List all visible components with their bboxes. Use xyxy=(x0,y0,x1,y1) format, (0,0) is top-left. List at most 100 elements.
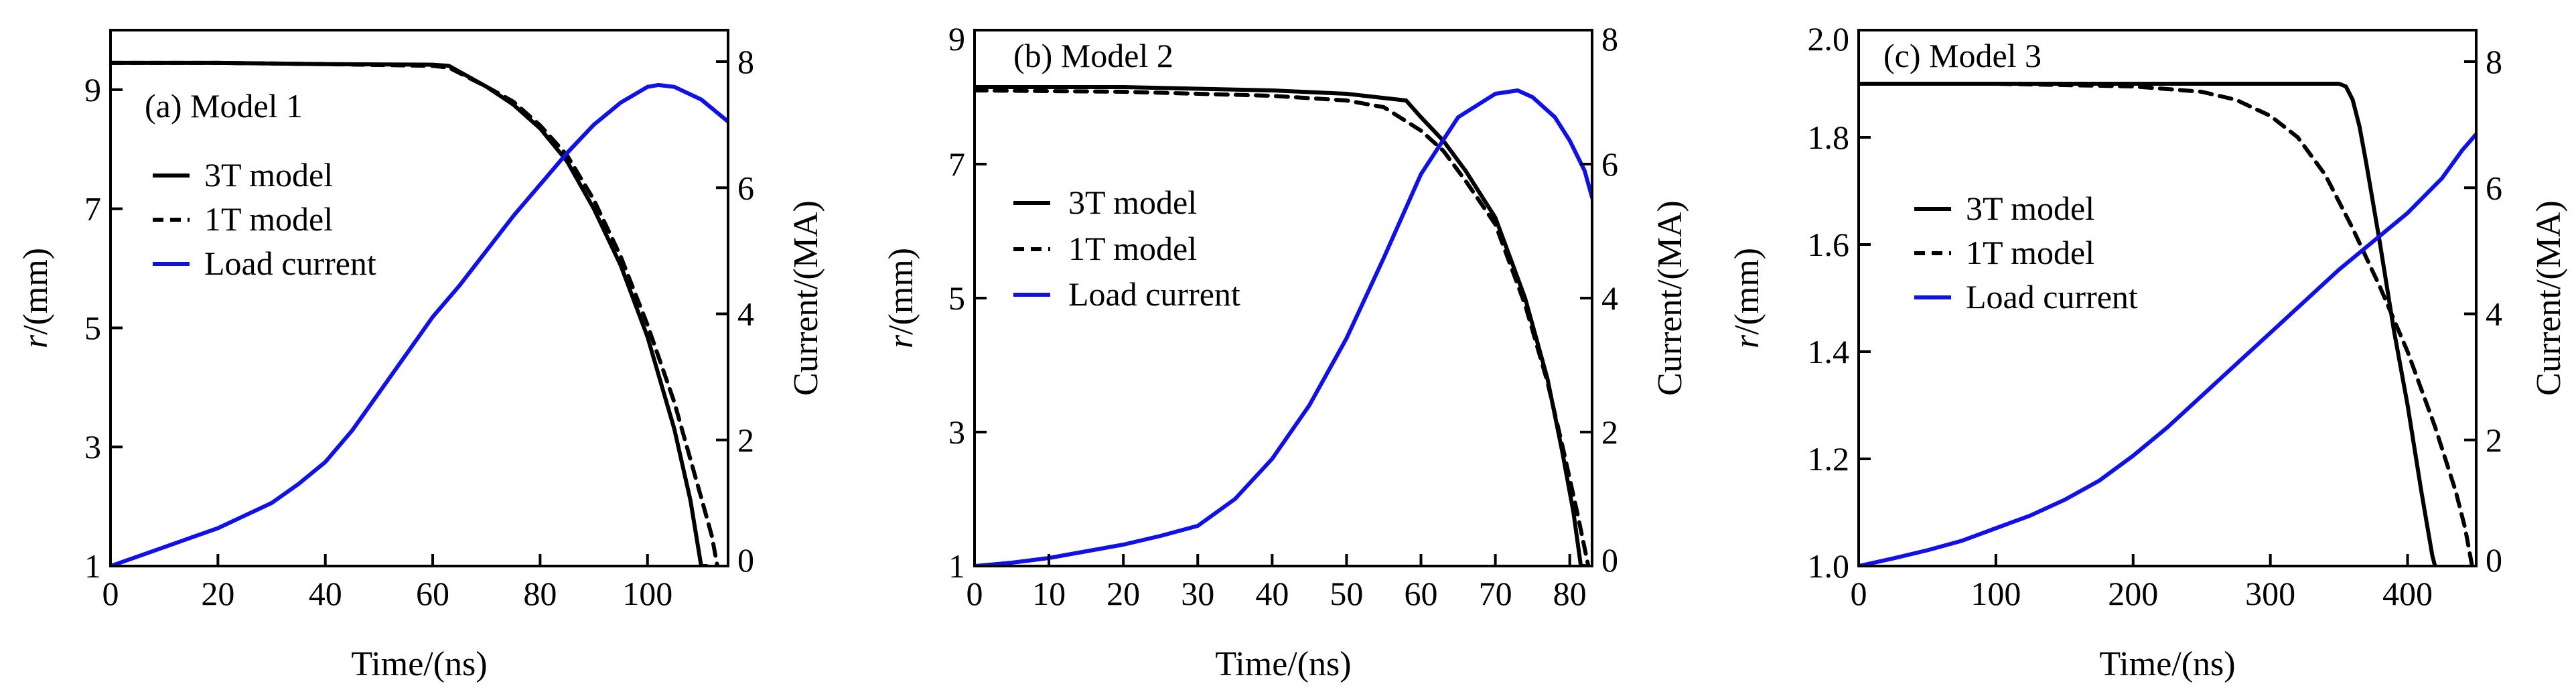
panel-c-xtick-label: 300 xyxy=(2245,575,2295,612)
panel-b-load-current-line xyxy=(975,88,1592,566)
panel-b-ylabel-unit: /(mm) xyxy=(882,248,920,335)
panel-b-ytick-label: 5 xyxy=(948,279,965,317)
panel-b-y2label: Current/(MA) xyxy=(1651,200,1689,396)
panel-a-y2tick-label: 0 xyxy=(737,541,754,579)
panel-c-ytick-label: 1.4 xyxy=(1808,333,1850,370)
panel-b-marks xyxy=(975,85,1592,566)
panel-c-marks xyxy=(1859,82,2476,566)
panel-a-xtick-label: 0 xyxy=(102,575,119,612)
panel-b-ytick-label: 3 xyxy=(948,413,965,451)
panel-b-xtick-label: 70 xyxy=(1479,575,1512,612)
panel-b-xtick-label: 50 xyxy=(1330,575,1363,612)
panel-b-3t-model-line xyxy=(975,85,1587,566)
panel-c-legend-1t-label: 1T model xyxy=(1966,234,2094,271)
panel-a-ytick-label: 1 xyxy=(84,547,101,585)
panel-a-load-current-line xyxy=(111,82,728,566)
panel-c-legend: 3T model 1T model Load current xyxy=(1914,190,2138,316)
panel-c-y2label: Current/(MA) xyxy=(2530,200,2568,396)
panel-c-1t-model-line xyxy=(1859,82,2474,566)
panel-a-ylabel-var: r xyxy=(17,334,55,348)
panel-c-xtick-label: 0 xyxy=(1851,575,1867,612)
panel-a-1t-model-line xyxy=(111,60,719,566)
panel-a-xlabel: Time/(ns) xyxy=(351,645,487,683)
panel-a-y2tick-label: 6 xyxy=(737,169,754,206)
panel-b-xtick-label: 40 xyxy=(1255,575,1289,612)
panel-a-y2tick-label: 2 xyxy=(737,421,754,459)
panel-c-lines xyxy=(1859,82,2476,566)
panel-b-ytick-label: 1 xyxy=(948,547,965,585)
panel-c-ytick-label: 1.2 xyxy=(1808,440,1850,478)
panel-c-legend-3t-label: 3T model xyxy=(1966,190,2094,227)
panel-c-title: (c) Model 3 xyxy=(1883,37,2042,74)
panel-b-y2tick-label: 8 xyxy=(1601,20,1618,58)
panel-c-y2tick-label: 2 xyxy=(2486,421,2502,459)
panel-c-ylabel-var: r xyxy=(1728,334,1766,348)
panel-a-legend-current-label: Load current xyxy=(204,245,376,282)
panel-b-xlabel: Time/(ns) xyxy=(1215,645,1351,683)
panel-a-xtick-label: 60 xyxy=(416,575,449,612)
panel-a-xtick-label: 40 xyxy=(309,575,342,612)
panel-b-frame xyxy=(973,29,1593,567)
panel-b-legend-current-label: Load current xyxy=(1068,275,1240,313)
panel-c-xtick-label: 400 xyxy=(2382,575,2433,612)
panel-b-ytick-label: 9 xyxy=(948,20,965,58)
panel-c-ticks: 0 100 200 300 400 1.0 1.2 1.4 1.6 1.8 2.0 0 2 4 6 8 xyxy=(1808,20,2503,612)
panel-c-xlabel: Time/(ns) xyxy=(2099,645,2235,683)
panel-b-xtick-label: 80 xyxy=(1553,575,1587,612)
panel-c-ytick-label: 1.8 xyxy=(1808,119,1850,156)
panel-b-lines xyxy=(975,85,1592,566)
panel-c: 0 100 200 300 400 1.0 1.2 1.4 1.6 1.8 2.0 0 2 4 6 8 (c)… xyxy=(1728,20,2568,683)
panel-b-y2tick-label: 0 xyxy=(1601,541,1618,579)
panel-a-y2tick-label: 4 xyxy=(737,295,754,333)
panel-a-xtick-label: 80 xyxy=(523,575,557,612)
panel-c-load-current-line xyxy=(1859,132,2476,566)
panel-a-y2label: Current/(MA) xyxy=(787,200,825,396)
panel-c-y2tick-label: 4 xyxy=(2486,295,2502,333)
panel-b-xtick-label: 60 xyxy=(1405,575,1438,612)
panel-c-frame xyxy=(1857,29,2478,567)
panel-b-xtick-label: 20 xyxy=(1106,575,1140,612)
panel-b-y2tick-label: 2 xyxy=(1601,413,1618,451)
panel-c-ylabel-unit: /(mm) xyxy=(1728,248,1766,335)
panel-c-ytick-label: 2.0 xyxy=(1808,20,1850,58)
panel-b-1t-model-line xyxy=(975,88,1591,566)
panel-a-ytick-label: 7 xyxy=(84,190,101,228)
panel-b-legend-3t-label: 3T model xyxy=(1068,184,1197,221)
panel-a-legend-1t-label: 1T model xyxy=(204,200,333,238)
panel-a: 0 20 40 60 80 100 1 3 5 7 9 0 2 4 6 8 (a) Model 1 3T mo… xyxy=(17,29,825,683)
panel-b-xtick-label: 10 xyxy=(1032,575,1066,612)
panel-a-ytick-label: 5 xyxy=(84,309,101,346)
panel-c-ylabel: r/(mm) xyxy=(1728,248,1766,348)
panel-a-legend: 3T model 1T model Load current xyxy=(153,156,376,282)
panel-b-xtick-label: 30 xyxy=(1181,575,1214,612)
panel-a-marks xyxy=(111,60,728,566)
panel-b-ytick-label: 7 xyxy=(948,145,965,183)
panel-c-ytick-label: 1.0 xyxy=(1808,547,1850,585)
panel-b-ylabel-var: r xyxy=(882,334,920,348)
panel-c-xtick-label: 200 xyxy=(2108,575,2158,612)
panel-a-3t-model-line xyxy=(111,60,709,566)
panel-b-xtick-label: 0 xyxy=(967,575,983,612)
panel-a-ticks: 0 20 40 60 80 100 1 3 5 7 9 0 2 4 6 8 xyxy=(84,43,754,612)
panel-c-y2tick-label: 8 xyxy=(2486,43,2502,80)
panel-a-y2tick-label: 8 xyxy=(737,43,754,80)
panel-a-ytick-label: 9 xyxy=(84,71,101,109)
panel-c-legend-current-label: Load current xyxy=(1966,278,2138,316)
panel-a-frame xyxy=(109,29,729,567)
panel-b-y2tick-label: 6 xyxy=(1601,145,1618,183)
panel-a-xtick-label: 20 xyxy=(201,575,234,612)
panel-a-ytick-label: 3 xyxy=(84,428,101,466)
panel-c-y2tick-label: 6 xyxy=(2486,169,2502,206)
panel-b-title: (b) Model 2 xyxy=(1013,37,1173,74)
panel-a-ylabel-unit: /(mm) xyxy=(17,248,55,335)
panel-a-lines xyxy=(111,60,728,566)
panel-c-y2tick-label: 0 xyxy=(2486,541,2502,579)
panel-c-ytick-label: 1.6 xyxy=(1808,226,1850,263)
panel-b-legend: 3T model 1T model Load current xyxy=(1013,184,1240,313)
panel-a-title: (a) Model 1 xyxy=(145,87,303,125)
panel-c-xtick-label: 100 xyxy=(1971,575,2021,612)
panel-b-legend-1t-label: 1T model xyxy=(1068,230,1197,267)
panel-a-legend-3t-label: 3T model xyxy=(204,156,333,194)
